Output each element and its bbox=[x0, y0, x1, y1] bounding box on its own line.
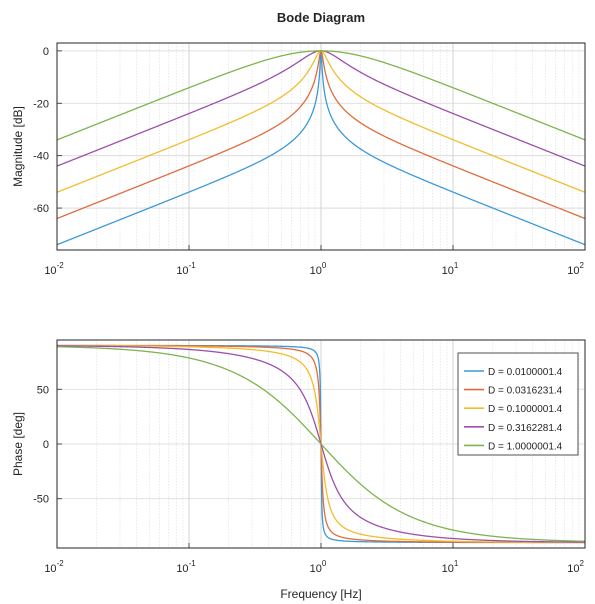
legend-label-5: D = 1.0000001.4 bbox=[488, 441, 563, 452]
phase-y-axis-label: Phase [deg] bbox=[11, 412, 25, 476]
y-tick-label: -40 bbox=[33, 151, 49, 163]
x-tick-label: 102 bbox=[567, 261, 584, 277]
phase-x-ticks: 10-2 10-1 100 101 102 bbox=[44, 543, 586, 575]
legend: D = 0.0100001.4 D = 0.0316231.4 D = 0.1000… bbox=[457, 352, 579, 456]
x-tick-label: 10-2 bbox=[44, 261, 64, 277]
phase-plot: 50 0 -50 10-2 10-1 100 101 102 Phase [deg] Fre… bbox=[11, 339, 586, 601]
magnitude-y-ticks: 0 -20 -40 -60 bbox=[33, 46, 62, 215]
x-tick-label: 100 bbox=[310, 559, 327, 575]
magnitude-series-group bbox=[57, 49, 585, 246]
y-tick-label: 0 bbox=[43, 46, 49, 58]
y-tick-label: 0 bbox=[43, 439, 49, 451]
legend-box bbox=[457, 352, 579, 456]
series-line-5 bbox=[57, 346, 585, 542]
x-tick-label: 10-1 bbox=[176, 559, 196, 575]
figure-title: Bode Diagram bbox=[277, 10, 365, 25]
phase-y-ticks: 50 0 -50 bbox=[33, 384, 62, 506]
x-tick-label: 100 bbox=[310, 261, 327, 277]
x-tick-label: 101 bbox=[442, 261, 459, 277]
magnitude-plot: 0 -20 -40 -60 10-2 10-1 100 101 102 Magnitude [… bbox=[11, 42, 586, 277]
x-tick-label: 10-1 bbox=[176, 261, 196, 277]
x-tick-label: 101 bbox=[442, 559, 459, 575]
x-tick-label: 102 bbox=[567, 559, 584, 575]
magnitude-x-ticks: 10-2 10-1 100 101 102 bbox=[44, 245, 586, 277]
y-tick-label: 50 bbox=[37, 384, 49, 396]
legend-label-3: D = 0.1000001.4 bbox=[488, 404, 563, 415]
legend-label-2: D = 0.0316231.4 bbox=[488, 386, 563, 397]
y-tick-label: -20 bbox=[33, 98, 49, 110]
series-line-5 bbox=[57, 50, 585, 141]
magnitude-y-axis-label: Magnitude [dB] bbox=[11, 106, 25, 187]
legend-label-1: D = 0.0100001.4 bbox=[488, 367, 563, 378]
x-tick-label: 10-2 bbox=[44, 559, 64, 575]
frequency-x-axis-label: Frequency [Hz] bbox=[280, 587, 361, 601]
y-tick-label: -60 bbox=[33, 203, 49, 215]
legend-label-4: D = 0.3162281.4 bbox=[488, 423, 563, 434]
y-tick-label: -50 bbox=[33, 494, 49, 506]
phase-series-group bbox=[57, 344, 585, 544]
